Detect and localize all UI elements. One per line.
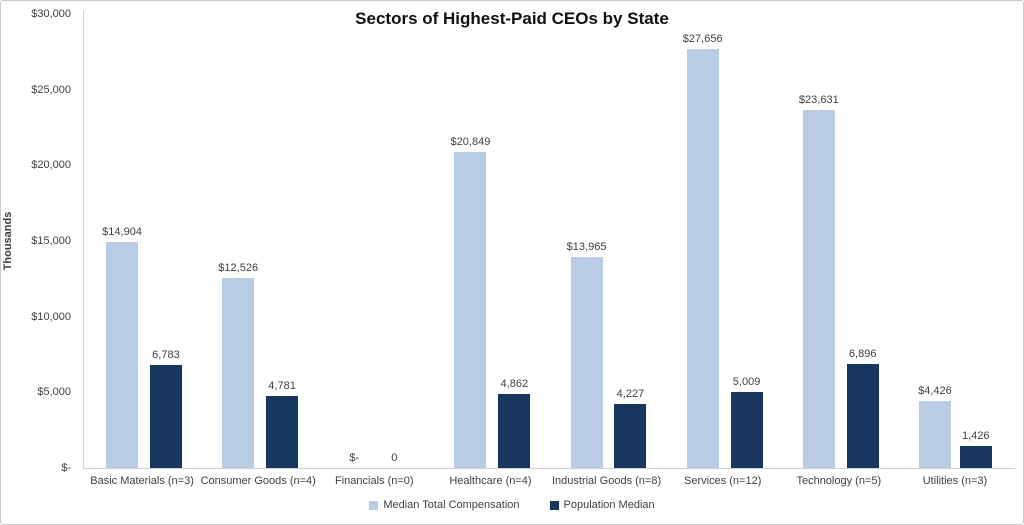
bar-with-label: 6,896: [846, 348, 879, 468]
x-category-label: Utilities (n=3): [922, 475, 988, 487]
bar-value-label: 0: [391, 452, 398, 464]
x-category-label: Industrial Goods (n=8): [551, 475, 662, 487]
bar-value-label: 4,862: [500, 378, 529, 390]
bar-with-label: 4,862: [498, 378, 531, 468]
bar-value-label: $13,965: [566, 241, 607, 253]
bar-with-label: 4,227: [614, 388, 647, 468]
bar: [686, 49, 719, 468]
bar: [266, 396, 299, 468]
x-category-label: Healthcare (n=4): [449, 475, 532, 487]
bar: [498, 394, 531, 468]
y-tick-label: $15,000: [31, 235, 71, 247]
legend-label: Median Total Compensation: [383, 499, 520, 511]
bar-with-label: 4,781: [266, 380, 299, 468]
bar-value-label: 4,781: [268, 380, 296, 392]
bar-value-label: $12,526: [218, 262, 259, 274]
bar: [614, 404, 647, 468]
bar-with-label: $20,849: [450, 136, 491, 468]
bar: [730, 392, 763, 468]
y-tick-label: $20,000: [31, 159, 71, 172]
legend-swatch-icon: [549, 500, 559, 510]
x-category-label: Financials (n=0): [335, 475, 414, 487]
x-axis-category-labels: Basic Materials (n=3) Consumer Goods (n=4…: [84, 475, 1013, 487]
bar-with-label: $14,904: [102, 226, 142, 468]
category-group: $14,904 6,783: [84, 14, 200, 468]
category-group: $23,631 6,896: [781, 14, 897, 468]
x-category-label: Services (n=12): [684, 475, 762, 487]
bar-value-label: 4,227: [616, 388, 645, 400]
bar-with-label: 5,009: [730, 376, 763, 468]
bar: [959, 446, 992, 468]
bar: [802, 110, 835, 468]
bar: [918, 401, 951, 468]
category-group: $13,965 4,227: [549, 14, 665, 468]
plot-area: $14,904 6,783 $12,526 4,781 $- 0 $20,849 4,862 $…: [84, 14, 1013, 468]
y-tick-label: $30,000: [31, 8, 71, 20]
y-tick-label: $10,000: [31, 310, 71, 323]
bar-value-label: 1,426: [962, 430, 990, 442]
legend-item: Population Median: [549, 499, 655, 511]
bar-value-label: $4,426: [918, 385, 952, 397]
bar-with-label: $-: [338, 452, 370, 468]
legend-label: Population Median: [563, 499, 655, 511]
bar-with-label: $23,631: [799, 94, 839, 468]
bar-value-label: 6,896: [848, 348, 877, 360]
bar: [106, 242, 139, 468]
bar: [222, 278, 255, 468]
x-category-label: Basic Materials (n=3): [90, 475, 194, 487]
bar-with-label: 0: [378, 452, 410, 468]
category-group: $12,526 4,781: [200, 14, 316, 468]
bar-value-label: $20,849: [450, 136, 491, 148]
y-tick-label: $25,000: [31, 83, 71, 96]
bar-value-label: $27,656: [682, 33, 723, 45]
bar: [846, 364, 879, 468]
legend-swatch-icon: [369, 500, 379, 510]
legend-item: Median Total Compensation: [369, 499, 520, 511]
x-category-label: Technology (n=5): [796, 475, 882, 487]
bar-with-label: 6,783: [149, 349, 182, 468]
y-tick-label: $5,000: [37, 386, 71, 399]
y-tick-label: $-: [61, 462, 71, 474]
bar: [570, 257, 603, 468]
chart-title: Sectors of Highest-Paid CEOs by State: [355, 9, 669, 28]
x-axis-line: [83, 468, 1015, 469]
bar: [149, 365, 182, 468]
bar-with-label: $27,656: [683, 33, 723, 468]
x-category-label: Consumer Goods (n=4): [200, 475, 316, 487]
bar-with-label: $13,965: [566, 241, 607, 468]
category-group: $20,849 4,862: [432, 14, 548, 468]
bar-value-label: 5,009: [732, 376, 761, 388]
bar-value-label: 6,783: [152, 349, 180, 361]
bar: [454, 152, 487, 468]
bar-with-label: $12,526: [218, 262, 258, 468]
category-group: $27,656 5,009: [665, 14, 781, 468]
bar-value-label: $-: [349, 452, 360, 464]
bar-value-label: $14,904: [102, 226, 142, 238]
bar-with-label: $4,426: [918, 385, 952, 468]
legend: Median Total Compensation Population Medi…: [1, 499, 1023, 511]
bar-with-label: 1,426: [959, 430, 992, 468]
y-axis-line: [83, 11, 84, 469]
category-group: $4,426 1,426: [897, 14, 1013, 468]
category-group: $- 0: [316, 14, 432, 468]
bar-value-label: $23,631: [798, 94, 839, 106]
